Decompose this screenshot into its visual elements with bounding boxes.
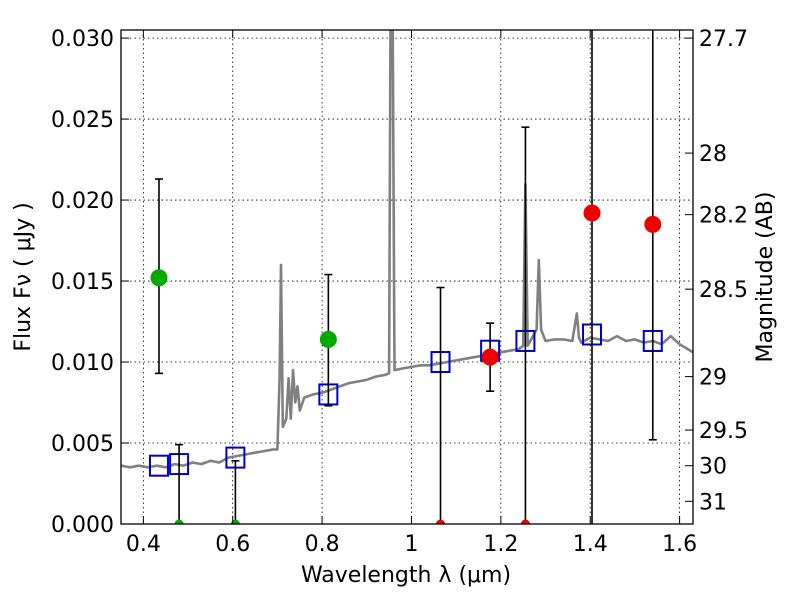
- y-tick-label: 0.005: [51, 432, 114, 457]
- y-tick-label: 0.020: [51, 189, 114, 214]
- plot-frame: [120, 29, 694, 525]
- photometry-point: [319, 330, 337, 348]
- x-tick-label: 0.8: [305, 532, 340, 557]
- y-tick-label: 0.025: [51, 108, 114, 133]
- y2-tick-label: 28: [699, 142, 727, 167]
- axis-ticks: 0.4 0.6 0.8 1 1.2 1.4 1.6 0.000 0.005 0.010 0.015 0…: [51, 27, 748, 557]
- photometry-point: [583, 204, 601, 222]
- y2-tick-label: 29: [699, 366, 727, 391]
- y2-tick-label: 30: [699, 455, 727, 480]
- x-tick-label: 1.2: [483, 532, 518, 557]
- photometry-point: [230, 519, 240, 524]
- photometry-point: [174, 519, 184, 524]
- y2-tick-label: 28.2: [699, 204, 748, 229]
- y-tick-label: 0.010: [51, 351, 114, 376]
- x-tick-label: 1: [404, 532, 418, 557]
- y-tick-label: 0.000: [51, 513, 114, 538]
- y2-tick-label: 28.5: [699, 278, 748, 303]
- y-tick-label: 0.030: [51, 27, 114, 52]
- photometry-point: [520, 519, 530, 524]
- y2-tick-label: 27.7: [699, 27, 748, 52]
- photometry-point: [644, 215, 662, 233]
- x-tick-label: 1.6: [662, 532, 697, 557]
- plot-area: [121, 30, 693, 524]
- y2-axis-label: Magnitude (AB): [753, 192, 778, 363]
- photometry-point: [150, 269, 168, 287]
- spectrum-line: [121, 30, 693, 469]
- y-axis-label: Flux Fν ( μJy ): [11, 202, 36, 351]
- y-tick-label: 0.015: [51, 270, 114, 295]
- photometry-point: [481, 348, 499, 366]
- x-tick-label: 1.4: [573, 532, 608, 557]
- x-axis-label: Wavelength λ (μm): [301, 563, 511, 588]
- y2-tick-label: 31: [699, 490, 727, 515]
- x-tick-label: 0.6: [215, 532, 250, 557]
- y2-tick-label: 29.5: [699, 419, 748, 444]
- photometry-point: [436, 519, 446, 524]
- x-tick-label: 0.4: [126, 532, 161, 557]
- model-photometry-square: [148, 454, 169, 477]
